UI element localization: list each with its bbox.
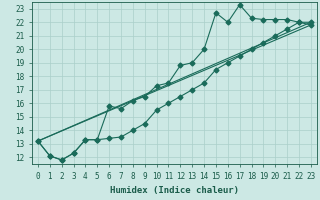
X-axis label: Humidex (Indice chaleur): Humidex (Indice chaleur) [110, 186, 239, 195]
